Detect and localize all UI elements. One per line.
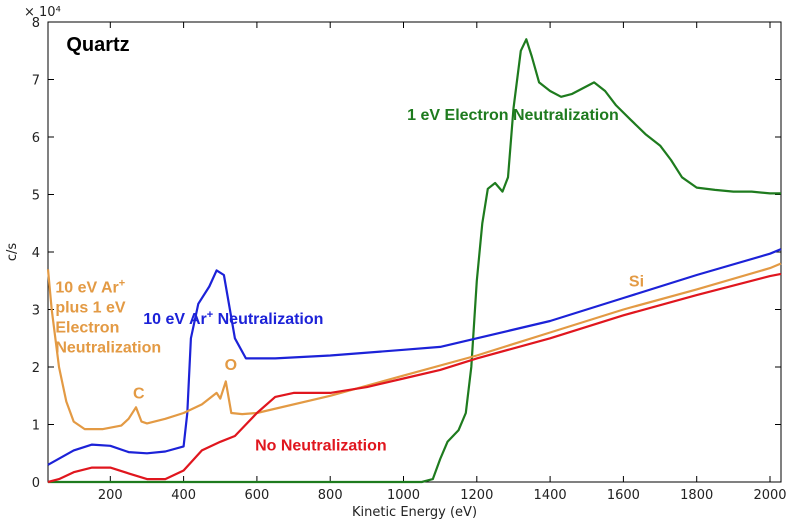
annotation-label: Si — [629, 274, 644, 291]
y-tick-label: 1 — [32, 419, 40, 434]
series-line-1 — [48, 38, 781, 484]
annotation-label: Neutralization — [55, 340, 161, 357]
x-tick-label: 1400 — [534, 488, 567, 503]
y-tick-label: 6 — [32, 131, 40, 146]
y-multiplier: × 10⁴ — [24, 5, 61, 20]
plot-frame — [47, 21, 782, 483]
annotation-label: 10 eV Ar+ — [55, 277, 125, 296]
x-tick-label: 1800 — [680, 488, 713, 503]
y-tick-label: 2 — [32, 361, 40, 376]
annotations: Quartz 1 eV Electron Neutralization 10 eV … — [55, 34, 644, 455]
chart-title: Quartz — [66, 34, 129, 56]
annotation-label: C — [133, 386, 145, 403]
y-tick-label: 7 — [32, 74, 40, 89]
y-tick-label: 8 — [32, 16, 40, 31]
series-lines — [46, 38, 782, 484]
x-tick-label: 1000 — [387, 488, 420, 503]
x-tick-label: 1200 — [460, 488, 493, 503]
series-line-4 — [47, 272, 782, 484]
y-tick-label: 3 — [32, 304, 40, 319]
x-tick-label: 800 — [318, 488, 343, 503]
plot-border — [47, 21, 782, 483]
axis-ticks: 200 400 600 800 1000 1200 1400 1600 1800 2000 0 1 2 3… — [32, 16, 787, 503]
series-line-3 — [46, 262, 782, 431]
x-tick-label: 400 — [171, 488, 196, 503]
x-tick-label: 2000 — [753, 488, 786, 503]
annotation-label: O — [225, 357, 237, 374]
annotation-label: 1 eV Electron Neutralization — [407, 107, 619, 124]
annotation-label: 10 eV Ar+ Neutralization — [143, 309, 323, 328]
x-tick-label: 200 — [98, 488, 123, 503]
y-tick-label: 4 — [32, 246, 40, 261]
annotation-label: plus 1 eV — [55, 299, 126, 316]
annotation-label: No Neutralization — [255, 437, 387, 454]
x-tick-label: 600 — [244, 488, 269, 503]
y-tick-label: 0 — [32, 476, 40, 491]
y-tick-label: 5 — [32, 189, 40, 204]
x-axis-label: Kinetic Energy (eV) — [352, 505, 477, 520]
x-tick-label: 1600 — [607, 488, 640, 503]
y-axis-label: c/s — [5, 243, 20, 262]
series-line-2 — [47, 248, 782, 466]
annotation-label: Electron — [55, 320, 119, 337]
